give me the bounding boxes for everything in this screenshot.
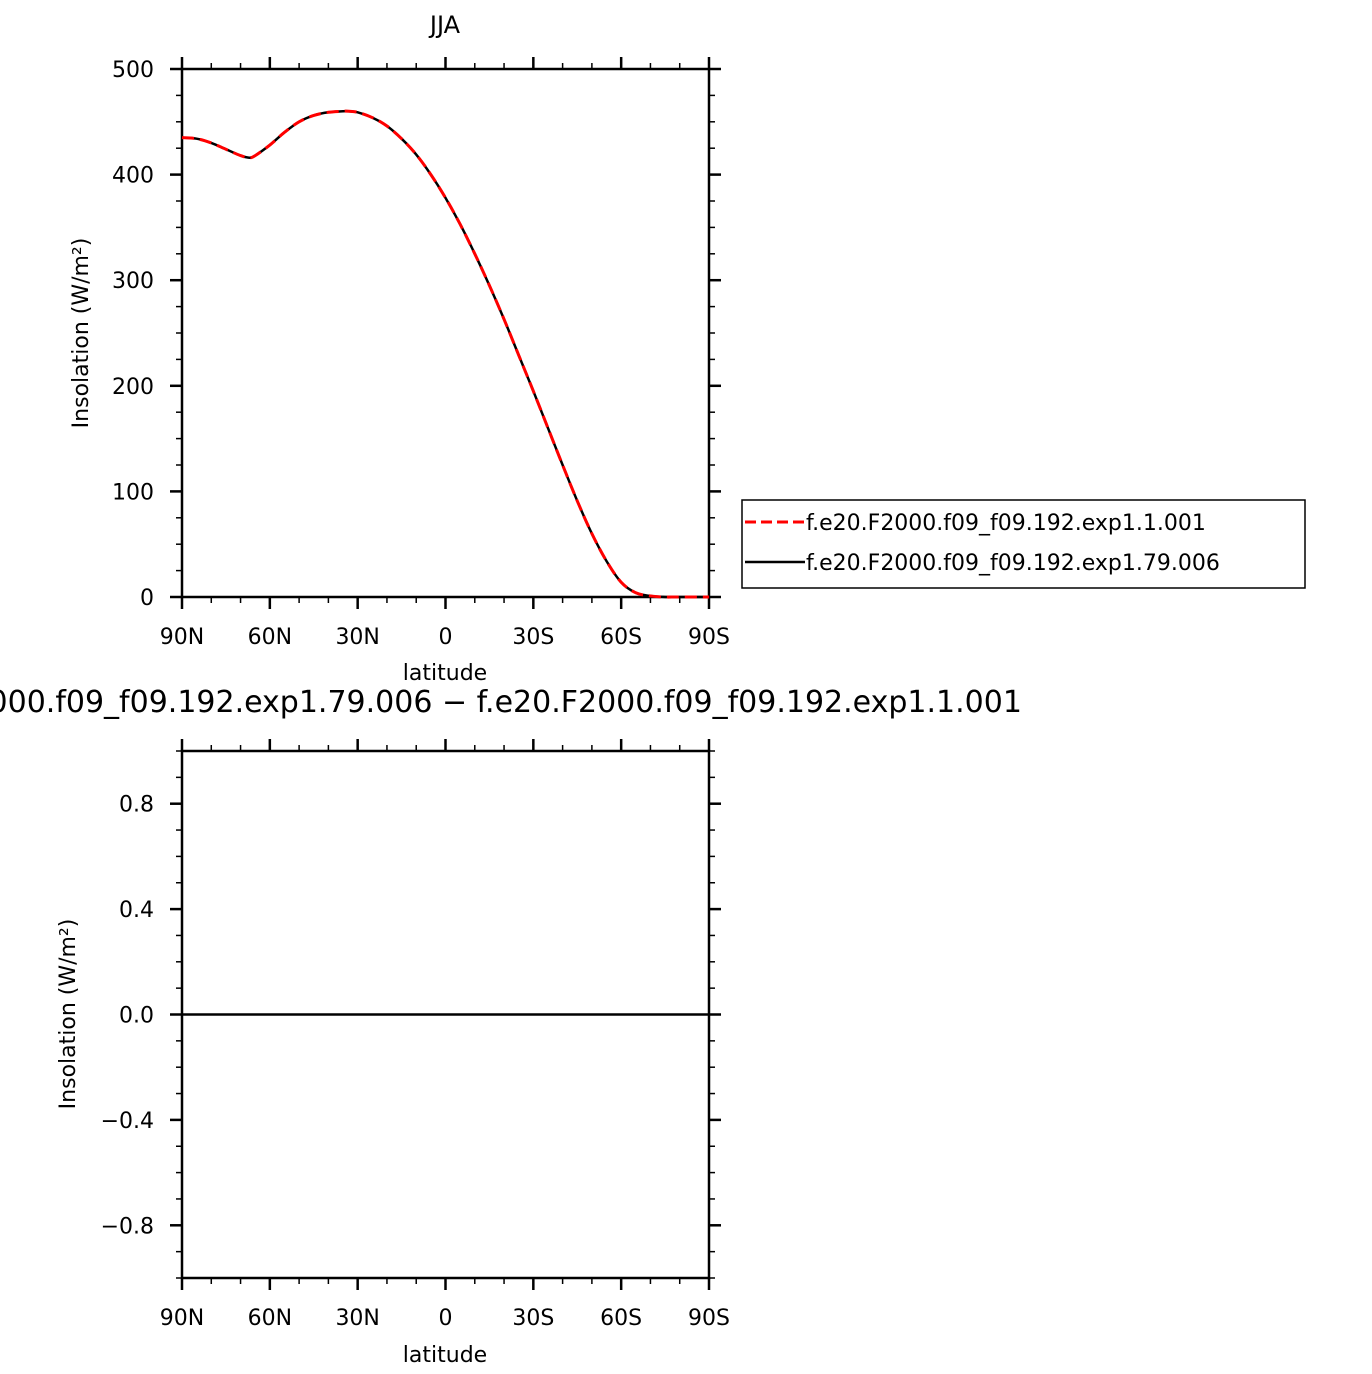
y-tick-label: 100 — [112, 480, 154, 505]
x-tick-label: 30S — [512, 1306, 554, 1331]
y-tick-label: 500 — [112, 58, 154, 83]
x-tick-label: 30N — [335, 625, 379, 650]
legend-entry-1: f.e20.F2000.f09_f09.192.exp1.1.001 — [806, 511, 1206, 536]
y-tick-label: 0.0 — [119, 1004, 154, 1029]
bottom-panel: f.e20.F2000.f09_f09.192.exp1.79.006 − f.… — [0, 685, 1022, 1368]
x-tick-label: 60S — [600, 625, 642, 650]
top-plot-frame — [180, 67, 711, 599]
x-tick-label: 60N — [248, 1306, 292, 1331]
series-line-solid — [181, 109, 709, 599]
legend-entry-2: f.e20.F2000.f09_f09.192.exp1.79.006 — [806, 551, 1220, 576]
top-xaxis-label: latitude — [403, 661, 487, 686]
bottom-yaxis-label: Insolation (W/m²) — [56, 919, 81, 1110]
x-tick-label: 60S — [600, 1306, 642, 1331]
y-tick-label: −0.4 — [101, 1109, 154, 1134]
series-line-dashed — [181, 109, 709, 599]
x-tick-label: 90S — [688, 625, 730, 650]
y-tick-label: 0.8 — [119, 793, 154, 818]
legend-box — [741, 499, 1306, 589]
y-tick-label: 0 — [140, 586, 154, 611]
top-title: JJA — [428, 11, 461, 39]
y-tick-label: 300 — [112, 269, 154, 294]
x-tick-label: 90N — [160, 1306, 204, 1331]
y-tick-label: 400 — [112, 164, 154, 189]
top-yaxis-label: Insolation (W/m²) — [69, 238, 94, 429]
legend: f.e20.F2000.f09_f09.192.exp1.1.001 f.e20… — [741, 499, 1306, 589]
bottom-title: f.e20.F2000.f09_f09.192.exp1.79.006 − f.… — [0, 685, 1022, 720]
x-tick-label: 30N — [335, 1306, 379, 1331]
top-panel: JJA 0 100 200 300 400 500 90N 60N 30N 0 30S 60S 90S… — [69, 11, 730, 686]
x-tick-label: 0 — [439, 625, 453, 650]
y-tick-label: 200 — [112, 375, 154, 400]
x-tick-label: 90S — [688, 1306, 730, 1331]
x-tick-label: 60N — [248, 625, 292, 650]
y-tick-label: −0.8 — [101, 1214, 154, 1239]
x-tick-label: 0 — [439, 1306, 453, 1331]
bottom-xaxis-label: latitude — [403, 1343, 487, 1368]
x-tick-label: 30S — [512, 625, 554, 650]
y-tick-label: 0.4 — [119, 898, 154, 923]
x-tick-label: 90N — [160, 625, 204, 650]
